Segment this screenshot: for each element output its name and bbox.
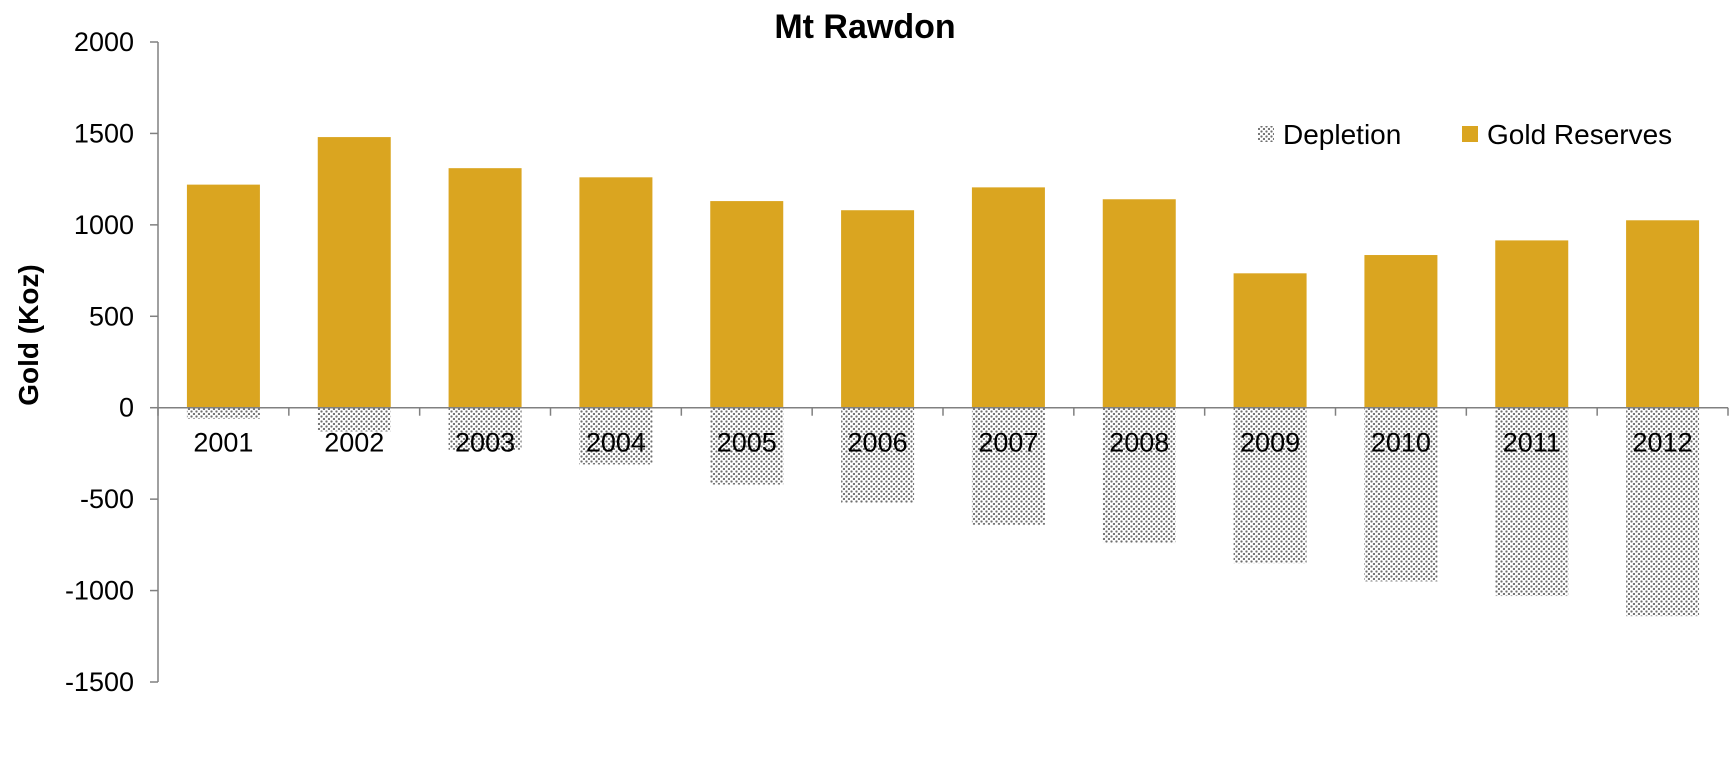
bar-gold-reserves (841, 210, 915, 408)
bar-gold-reserves (1364, 255, 1438, 408)
legend-swatch-depletion (1258, 126, 1274, 142)
y-tick-label: 2000 (74, 27, 134, 57)
x-tick-label: 2009 (1240, 428, 1300, 458)
y-tick-label: 1000 (74, 210, 134, 240)
bar-gold-reserves (971, 187, 1045, 408)
bar-gold-reserves (1102, 199, 1176, 408)
bar-gold-reserves (579, 177, 653, 408)
legend-label-gold-reserves: Gold Reserves (1487, 119, 1672, 150)
bar-depletion (579, 407, 653, 465)
bar-gold-reserves (1626, 220, 1700, 408)
y-tick-label: 0 (119, 393, 134, 423)
bar-depletion (1495, 407, 1569, 597)
bar-gold-reserves (186, 184, 260, 408)
bar-depletion (1102, 407, 1176, 544)
x-tick-label: 2005 (717, 428, 777, 458)
bar-gold-reserves (1495, 240, 1569, 408)
chart-title: Mt Rawdon (774, 8, 955, 46)
x-tick-label: 2011 (1503, 428, 1561, 458)
x-tick-label: 2012 (1633, 428, 1693, 458)
bar-depletion (448, 407, 522, 450)
y-tick-label: -500 (80, 484, 134, 514)
plot-area: 2000 1500 1000 500 0 -500 -1000 -1500 2001 2002 20… (65, 27, 1729, 697)
legend: Depletion Gold Reserves (1258, 119, 1672, 150)
bar-gold-reserves (317, 137, 391, 408)
legend-swatch-gold-reserves (1462, 126, 1478, 142)
x-tick-label: 2006 (848, 428, 908, 458)
bar-depletion (841, 407, 915, 503)
legend-label-depletion: Depletion (1283, 119, 1401, 150)
x-tick-label: 2002 (324, 428, 384, 458)
bar-depletion (317, 407, 391, 432)
bar-gold-reserves (710, 201, 784, 408)
x-tick-label: 2008 (1109, 428, 1169, 458)
y-tick-label: 500 (89, 301, 134, 331)
y-tick-label: -1500 (65, 667, 134, 697)
bar-gold-reserves (1233, 273, 1307, 408)
x-tick-label: 2004 (586, 428, 646, 458)
x-tick-label: 2003 (455, 428, 515, 458)
y-axis-label: Gold (Koz) (13, 264, 44, 406)
x-tick-label: 2010 (1371, 428, 1431, 458)
x-tick-label: 2007 (978, 428, 1038, 458)
x-tick-label: 2001 (193, 428, 253, 458)
bar-depletion (1626, 407, 1700, 617)
bar-depletion (1233, 407, 1307, 564)
y-tick-label: -1000 (65, 576, 134, 606)
bar-depletion (186, 407, 260, 419)
bar-depletion (1364, 407, 1438, 582)
bar-gold-reserves (448, 168, 522, 408)
bar-depletion (710, 407, 784, 485)
y-tick-label: 1500 (74, 118, 134, 148)
bar-depletion (971, 407, 1045, 525)
